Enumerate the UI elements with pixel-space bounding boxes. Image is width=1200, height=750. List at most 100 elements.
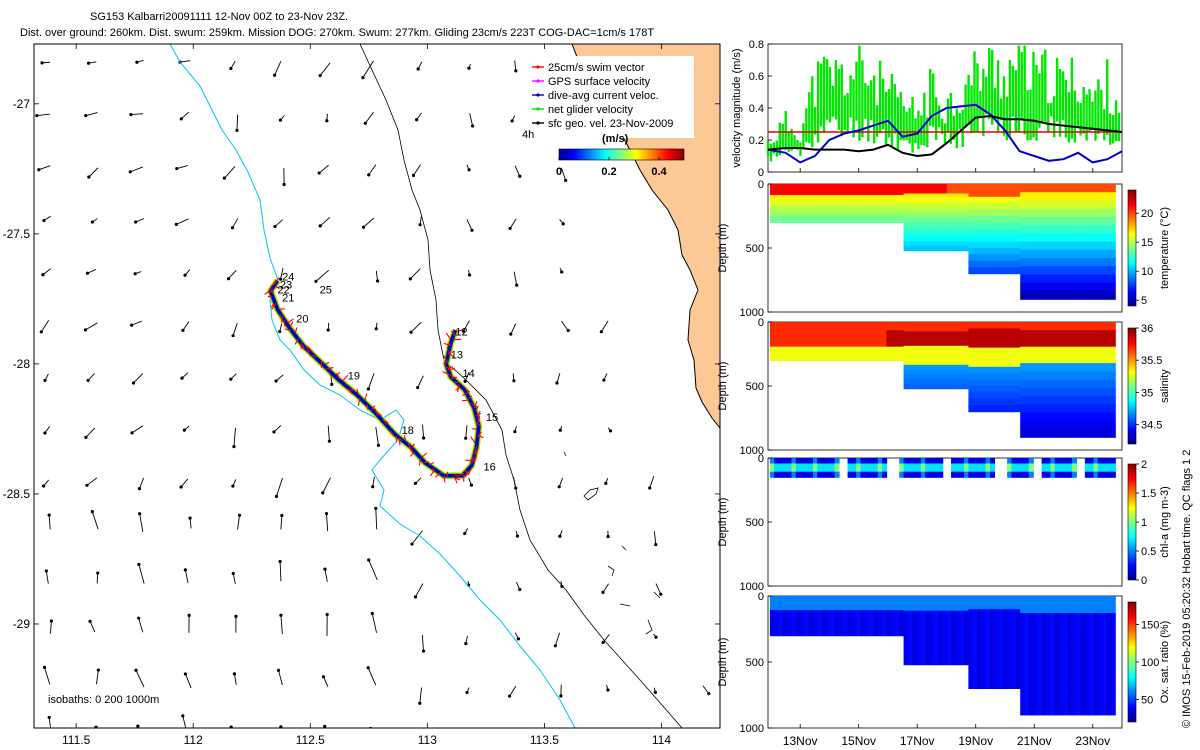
current-vector-head bbox=[557, 485, 561, 489]
colorbar-tick-label: 0 bbox=[1141, 575, 1147, 587]
section-cell bbox=[899, 610, 905, 614]
section-cell bbox=[1067, 604, 1073, 614]
section-cell bbox=[938, 350, 944, 356]
section-cell bbox=[804, 343, 810, 348]
section-cell bbox=[877, 203, 883, 207]
section-cell bbox=[916, 231, 922, 237]
section-cell bbox=[830, 219, 836, 223]
section-cell bbox=[1033, 655, 1039, 665]
section-cell bbox=[882, 598, 888, 603]
section-cell bbox=[1028, 330, 1034, 339]
section-cell bbox=[994, 398, 1000, 406]
section-cell bbox=[1011, 366, 1017, 374]
section-cell bbox=[1093, 462, 1099, 465]
section-cell bbox=[1102, 200, 1108, 210]
section-cell bbox=[1106, 469, 1112, 471]
section-cell bbox=[1063, 471, 1069, 474]
section-cell bbox=[774, 338, 780, 342]
section-cell bbox=[1033, 371, 1039, 381]
section-cell bbox=[847, 464, 853, 467]
section-cell bbox=[778, 627, 784, 631]
section-cell bbox=[1059, 672, 1064, 682]
section-cell bbox=[869, 208, 875, 212]
section-cell bbox=[1089, 429, 1095, 438]
section-cell bbox=[847, 604, 853, 608]
section-cell bbox=[959, 620, 965, 626]
section-cell bbox=[851, 460, 857, 463]
section-cell bbox=[951, 222, 957, 228]
section-cell bbox=[873, 211, 879, 215]
section-cell bbox=[916, 184, 922, 190]
section-cell bbox=[769, 192, 775, 196]
section-cell bbox=[1046, 249, 1052, 259]
section-cell bbox=[1007, 386, 1013, 393]
section-cell bbox=[826, 629, 831, 634]
section-cell bbox=[826, 324, 831, 328]
section-cell bbox=[1089, 471, 1095, 474]
section-cell bbox=[1059, 371, 1064, 381]
section-cell bbox=[920, 374, 926, 380]
section-cell bbox=[1102, 216, 1108, 226]
section-cell bbox=[912, 379, 918, 385]
section-cell bbox=[912, 383, 918, 390]
section-cell bbox=[1011, 615, 1017, 623]
section-cell bbox=[808, 200, 814, 204]
section-cell bbox=[830, 458, 836, 460]
current-vector-head bbox=[558, 534, 562, 538]
section-cell bbox=[800, 197, 806, 201]
section-cell bbox=[1015, 222, 1021, 230]
section-cell bbox=[977, 228, 982, 236]
section-cell bbox=[791, 604, 797, 608]
section-cell bbox=[920, 475, 926, 478]
section-cell bbox=[817, 330, 823, 334]
section-cell bbox=[981, 629, 987, 637]
section-cell bbox=[1050, 460, 1056, 463]
section-cell bbox=[964, 610, 970, 617]
section-cell bbox=[864, 330, 870, 334]
section-cell bbox=[1089, 241, 1095, 251]
section-cell bbox=[929, 610, 935, 617]
section-cell bbox=[1110, 474, 1116, 477]
section-cell bbox=[955, 245, 961, 252]
section-cell bbox=[1028, 463, 1034, 466]
section-cell bbox=[985, 235, 991, 243]
section-cell bbox=[1097, 604, 1103, 614]
section-cell bbox=[847, 189, 853, 193]
section-cell bbox=[990, 347, 995, 355]
section-cell bbox=[847, 349, 853, 353]
section-cell bbox=[800, 624, 806, 628]
section-cell bbox=[972, 392, 978, 400]
section-cell bbox=[1076, 363, 1082, 372]
section-cell bbox=[895, 627, 900, 631]
section-cell bbox=[1037, 689, 1043, 699]
section-cell bbox=[791, 346, 797, 350]
section-cell bbox=[851, 475, 857, 478]
section-cell bbox=[856, 467, 862, 470]
section-cell bbox=[817, 466, 823, 469]
section-cell bbox=[933, 610, 939, 617]
section-cell bbox=[994, 228, 1000, 236]
section-cell bbox=[869, 335, 875, 339]
section-cell bbox=[821, 607, 827, 611]
section-cell bbox=[990, 203, 995, 211]
section-cell bbox=[968, 405, 974, 413]
legend-marker bbox=[536, 121, 540, 125]
section-cell bbox=[769, 354, 775, 359]
section-cell bbox=[800, 211, 806, 215]
section-cell bbox=[1015, 228, 1021, 236]
section-cell bbox=[808, 601, 814, 606]
section-cell bbox=[929, 659, 935, 666]
section-cell bbox=[847, 192, 853, 196]
section-cell bbox=[1028, 460, 1034, 463]
section-cell bbox=[968, 222, 974, 230]
section-cell bbox=[1054, 387, 1060, 397]
section-cell bbox=[929, 383, 935, 390]
section-cell bbox=[946, 615, 952, 622]
section-cell bbox=[856, 357, 862, 361]
section-cell bbox=[959, 615, 965, 622]
section-cell bbox=[1015, 405, 1021, 413]
section-cell bbox=[968, 379, 974, 387]
section-cell bbox=[869, 463, 875, 466]
section-cell bbox=[985, 360, 991, 368]
section-cell bbox=[946, 341, 952, 347]
